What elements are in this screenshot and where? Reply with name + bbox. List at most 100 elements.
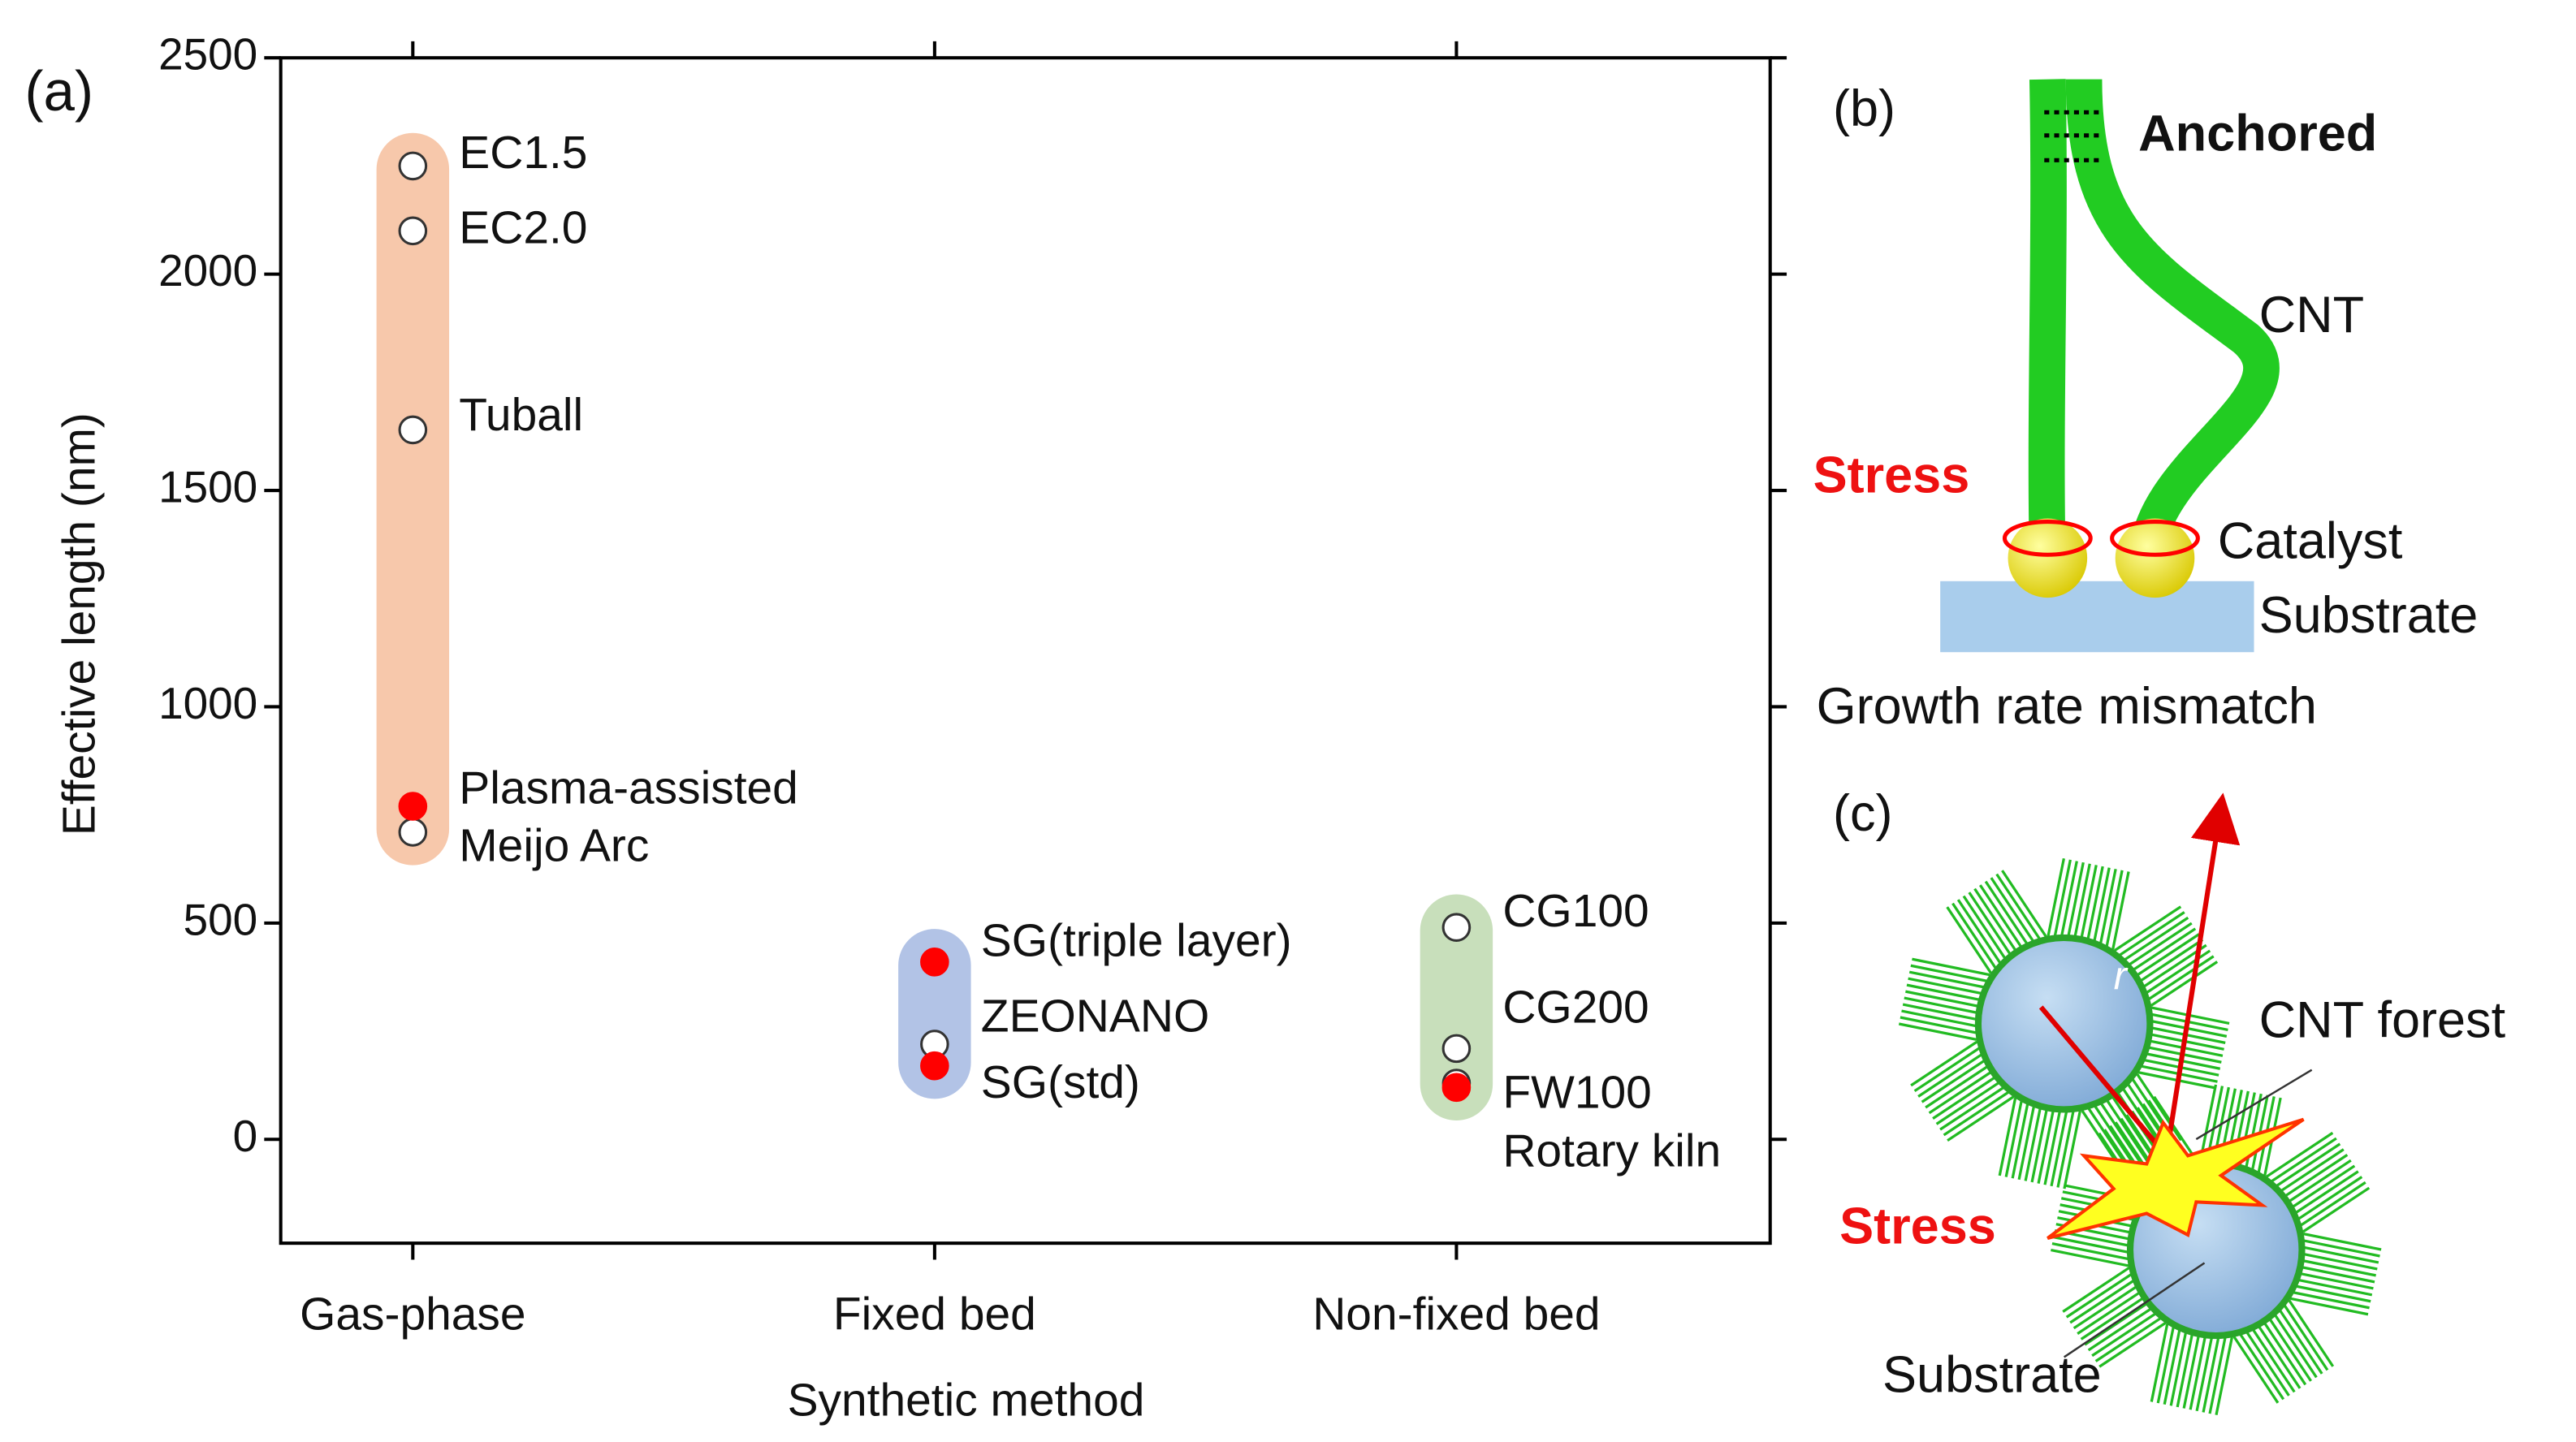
- y-tick-label: 2500: [158, 29, 257, 80]
- cnt-bristle: [1908, 970, 1988, 990]
- y-axis-label: Effective length (nm): [54, 412, 106, 835]
- cnt-bristle: [2091, 1310, 2159, 1358]
- cnt-bristle: [2156, 1325, 2176, 1404]
- cnt-bristle: [2302, 1186, 2371, 1233]
- cnt-bristle: [1910, 1040, 1978, 1087]
- cnt-bristle: [2050, 1107, 2068, 1187]
- panel-label: (b): [1833, 80, 1895, 137]
- point: [920, 1051, 949, 1081]
- cnt-bristle: [2129, 927, 2197, 974]
- cnt-bristle: [2276, 1306, 2323, 1375]
- cnt-bristle: [1984, 880, 2031, 948]
- cnt-bristle: [2146, 955, 2215, 1002]
- y-tick-label: 0: [233, 1111, 258, 1161]
- substrate-sphere: [1974, 934, 2154, 1113]
- cnt-bristle: [2051, 1241, 2130, 1261]
- catalyst: [2115, 518, 2195, 598]
- cnt-bristle: [2017, 1101, 2037, 1181]
- cnt-bristle: [2011, 1100, 2030, 1179]
- cnt-bristle: [1939, 1084, 2008, 1131]
- point: [398, 151, 428, 181]
- cnt-bristle: [2291, 1290, 2370, 1310]
- cnt-bristle: [2077, 1289, 2145, 1335]
- point-label: Tuball: [459, 389, 583, 441]
- cnt-bristle: [1912, 957, 1990, 977]
- cnt-bristle: [2295, 1271, 2374, 1290]
- point-label: Plasma-assisted: [459, 762, 798, 814]
- x-tick-label: Fixed bed: [833, 1289, 1036, 1341]
- cnt-bristle: [2079, 865, 2098, 943]
- cnt-bristle: [1905, 990, 1984, 1009]
- cnt-bristle: [2062, 1267, 2130, 1313]
- cnt-bristle: [2121, 916, 2189, 963]
- x-tick-label: Non-fixed bed: [1312, 1289, 1600, 1341]
- cnt-bristle: [2293, 1284, 2371, 1303]
- cnt-bristle: [2153, 1095, 2199, 1164]
- cnt-bristle: [1917, 1051, 1986, 1098]
- cnt-bristle: [2117, 911, 2185, 957]
- cnt-bristle: [2273, 1142, 2341, 1189]
- group-band: [1420, 894, 1493, 1120]
- point-label: Rotary kiln: [1502, 1125, 1721, 1176]
- cnt-bristle: [2056, 1109, 2075, 1188]
- cnt-bristle: [2053, 859, 2072, 938]
- cnt-bristle: [2004, 1099, 2024, 1177]
- cnt-bristle: [2139, 943, 2207, 991]
- cnt-bristle: [1998, 1097, 2017, 1176]
- x-axis-label: Synthetic method: [788, 1374, 1145, 1426]
- cnt-bristle: [1913, 1046, 1982, 1093]
- cnt-bristle: [2150, 1323, 2169, 1402]
- y-tick-label: 500: [184, 894, 258, 944]
- cnt-bristle: [2051, 1248, 2129, 1267]
- cnt-bristle: [2282, 1303, 2329, 1371]
- point-label: Meijo Arc: [459, 819, 649, 871]
- point: [398, 216, 428, 246]
- catalyst: [2008, 518, 2088, 598]
- cnt-bristle: [2080, 1294, 2148, 1341]
- cnt-bristle: [1978, 884, 2025, 952]
- point: [1441, 1034, 1472, 1064]
- cnt-bristle: [2254, 1321, 2302, 1389]
- cnt-bristle: [2087, 1305, 2155, 1352]
- cnt-bristle: [2215, 1336, 2233, 1415]
- cnt-forest: [1898, 858, 2382, 1415]
- label: CNT forest: [2259, 991, 2506, 1048]
- cnt-bristle: [2063, 1111, 2081, 1189]
- x-tick-label: Gas-phase: [300, 1289, 525, 1341]
- cnt-bristle: [2053, 1236, 2132, 1254]
- label: Substrate: [2259, 587, 2479, 644]
- point: [398, 415, 428, 445]
- arrow: [2163, 792, 2241, 1156]
- cnt-bristle: [2249, 1325, 2296, 1393]
- cnt-bristle: [1898, 1022, 1977, 1041]
- cnt-bristle: [2297, 1264, 2375, 1284]
- y-tick-label: 2000: [158, 245, 257, 296]
- cnt-bristle: [2072, 863, 2091, 942]
- cnt-bristle: [2105, 870, 2124, 948]
- cnt-bristle: [2037, 1105, 2056, 1184]
- stress-ring: [2110, 520, 2200, 557]
- cnt-bristle: [2260, 1318, 2307, 1386]
- y-tick-label: 1000: [158, 678, 257, 728]
- cnt-bristle: [1946, 906, 1992, 974]
- cnt-bristle: [2266, 1131, 2334, 1178]
- cnt-bristle: [1968, 892, 2015, 960]
- caption: Growth rate mismatch: [1817, 678, 2317, 735]
- cnt-bristle: [2232, 1336, 2280, 1404]
- cnt-bristle: [1908, 977, 1986, 996]
- cnt-bristle: [2288, 1299, 2335, 1367]
- cnt-bristle: [1902, 1003, 1982, 1022]
- cnt-bristle: [2111, 871, 2130, 950]
- leader: [2195, 1069, 2313, 1141]
- cnt-bristle: [2288, 1164, 2356, 1211]
- cnt-bristle: [1910, 964, 1989, 983]
- cnt-bristle: [2024, 1103, 2043, 1181]
- cnt-bristle: [2293, 1277, 2373, 1297]
- cnt-bristle: [2092, 867, 2111, 946]
- cnt-tube: [2028, 79, 2067, 562]
- cnt-bristle: [1990, 877, 2037, 945]
- cnt-bristle: [1904, 996, 1982, 1016]
- cnt-bristle: [2295, 1176, 2363, 1222]
- cnt-bristle: [2001, 870, 2047, 938]
- cnt-bristle: [2065, 1271, 2133, 1319]
